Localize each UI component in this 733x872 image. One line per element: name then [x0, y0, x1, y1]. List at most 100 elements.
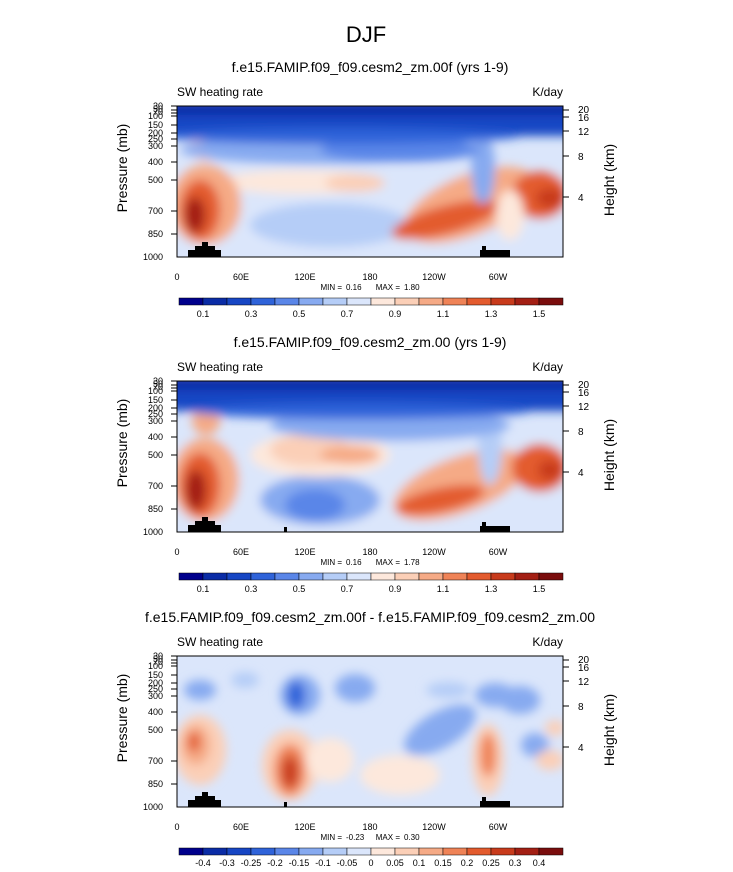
colorbar-swatch [322, 297, 348, 306]
panel-3-colorbar-label: 0.25 [482, 858, 500, 868]
colorbar-swatch [370, 297, 396, 306]
panel-3: f.e15.FAMIP.f09_f09.cesm2_zm.00f - f.e15… [114, 609, 617, 868]
colorbar-swatch [394, 297, 420, 306]
panel-3-height-tick-label: 12 [578, 677, 590, 688]
colorbar-swatch [298, 572, 324, 581]
colorbar-swatch [226, 297, 252, 306]
panel-1-x-tick-label: 60W [489, 272, 508, 282]
panel-3-colorbar-label: -0.15 [289, 858, 310, 868]
panel-1-y-axis: 30 50 70 100 150 200 250 300 400 500 700… [143, 101, 177, 262]
colorbar-swatch [202, 297, 228, 306]
panel-3-y-tick-label: 100 [148, 661, 163, 671]
colorbar-swatch [370, 847, 396, 856]
panel-3-colorbar-label: -0.05 [337, 858, 358, 868]
colorbar-swatch [418, 572, 444, 581]
panel-3-x-tick-label: 60W [489, 822, 508, 832]
panel-1-max-value: 1.80 [404, 283, 420, 292]
panel-3-y-tick-label: 300 [148, 691, 163, 701]
colorbar-swatch [538, 847, 564, 856]
panel-2-y-tick-label: 400 [148, 432, 163, 442]
panel-2-y-tick-label: 300 [148, 416, 163, 426]
panel-2-y-tick-label: 70 [153, 382, 163, 392]
colorbar-swatch [418, 297, 444, 306]
colorbar-swatch [274, 847, 300, 856]
panel-2: f.e15.FAMIP.f09_f09.cesm2_zm.00 (yrs 1-9… [114, 334, 617, 594]
panel-2-height-tick-label: 4 [578, 468, 584, 479]
panel-2-height-tick-label: 8 [578, 427, 584, 438]
colorbar-swatch [346, 572, 372, 581]
panel-1-colorbar-label: 0.9 [389, 309, 402, 319]
panel-2-min-value: 0.16 [346, 558, 362, 567]
panel-3-y-tick-label: 250 [148, 684, 163, 694]
colorbar-swatch [442, 572, 468, 581]
panel-1-y-axis-title: Pressure (mb) [114, 124, 130, 213]
panel-2-x-tick-label: 120W [422, 547, 446, 557]
panel-2-y-tick-label: 50 [153, 379, 163, 389]
panel-2-x-axis: 0 60E 120E 180 120W 60W [174, 547, 507, 557]
panel-2-colorbar-label: 0.7 [341, 584, 354, 594]
panel-1-y-tick-label: 70 [153, 107, 163, 117]
panel-2-colorbar-cells [178, 572, 564, 581]
panel-3-x-tick-label: 120W [422, 822, 446, 832]
panel-1-y-tick-label: 300 [148, 141, 163, 151]
panel-1-x-tick-label: 60E [233, 272, 249, 282]
panel-2-x-tick-label: 180 [362, 547, 377, 557]
colorbar-swatch [202, 572, 228, 581]
panel-3-y-tick-label: 400 [148, 707, 163, 717]
panel-1-y-tick-label: 700 [148, 206, 163, 216]
panel-3-max-label: MAX = [376, 833, 401, 842]
panel-3-colorbar-label: -0.1 [315, 858, 331, 868]
panel-3-colorbar-label: 0.05 [386, 858, 404, 868]
colorbar-swatch [202, 847, 228, 856]
panel-3-min-label: MIN = [320, 833, 342, 842]
colorbar-swatch [322, 847, 348, 856]
colorbar-swatch [490, 297, 516, 306]
colorbar-swatch [298, 847, 324, 856]
colorbar-swatch [250, 572, 276, 581]
colorbar-swatch [274, 297, 300, 306]
panel-3-y-tick-label: 1000 [143, 802, 163, 812]
panel-2-x-tick-label: 60E [233, 547, 249, 557]
panel-2-height-tick-label: 16 [578, 388, 590, 399]
panel-2-colorbar-label: 1.3 [485, 584, 498, 594]
panel-3-right-axis: 20 16 12 8 4 [563, 655, 590, 754]
colorbar-swatch [418, 847, 444, 856]
panel-1-y-tick-label: 50 [153, 104, 163, 114]
panel-3-title: f.e15.FAMIP.f09_f09.cesm2_zm.00f - f.e15… [145, 609, 595, 625]
panel-1-y-tick-label: 200 [148, 128, 163, 138]
panel-3-colorbar-label: -0.25 [241, 858, 262, 868]
colorbar-swatch [466, 297, 492, 306]
panel-2-colorbar-label: 0.5 [293, 584, 306, 594]
panel-1-title: f.e15.FAMIP.f09_f09.cesm2_zm.00f (yrs 1-… [232, 59, 509, 75]
colorbar-swatch [442, 297, 468, 306]
panel-1-min-value: 0.16 [346, 283, 362, 292]
panel-1-colorbar-label: 1.1 [437, 309, 450, 319]
panel-2-max-label: MAX = [376, 558, 401, 567]
panel-2-y-tick-label: 200 [148, 403, 163, 413]
colorbar-swatch [538, 297, 564, 306]
panel-1-contour-field [177, 106, 563, 257]
panel-3-colorbar-label: 0.3 [509, 858, 522, 868]
colorbar-swatch [370, 572, 396, 581]
panel-3-colorbar-label: -0.2 [267, 858, 283, 868]
panel-1-x-axis: 0 60E 120E 180 120W 60W [174, 272, 507, 282]
panel-3-height-tick-label: 16 [578, 663, 590, 674]
panel-1-colorbar-label: 0.3 [245, 309, 258, 319]
panel-2-y-tick-label: 1000 [143, 527, 163, 537]
page-title: DJF [346, 22, 386, 47]
panel-3-x-tick-label: 180 [362, 822, 377, 832]
panel-1-y-tick-label: 850 [148, 229, 163, 239]
panel-2-colorbar-label: 0.9 [389, 584, 402, 594]
panel-1-units-label: K/day [532, 85, 563, 99]
panel-1-height-tick-label: 12 [578, 127, 590, 138]
panel-1-x-tick-label: 0 [174, 272, 179, 282]
panel-1-colorbar-label: 1.5 [533, 309, 546, 319]
panel-2-height-tick-label: 12 [578, 402, 590, 413]
panel-1-minmax: MIN = 0.16 MAX = 1.80 [320, 283, 420, 292]
colorbar-swatch [394, 847, 420, 856]
panel-1-max-label: MAX = [376, 283, 401, 292]
panel-2-colorbar-label: 1.5 [533, 584, 546, 594]
colorbar-swatch [298, 297, 324, 306]
panel-3-units-label: K/day [532, 635, 563, 649]
